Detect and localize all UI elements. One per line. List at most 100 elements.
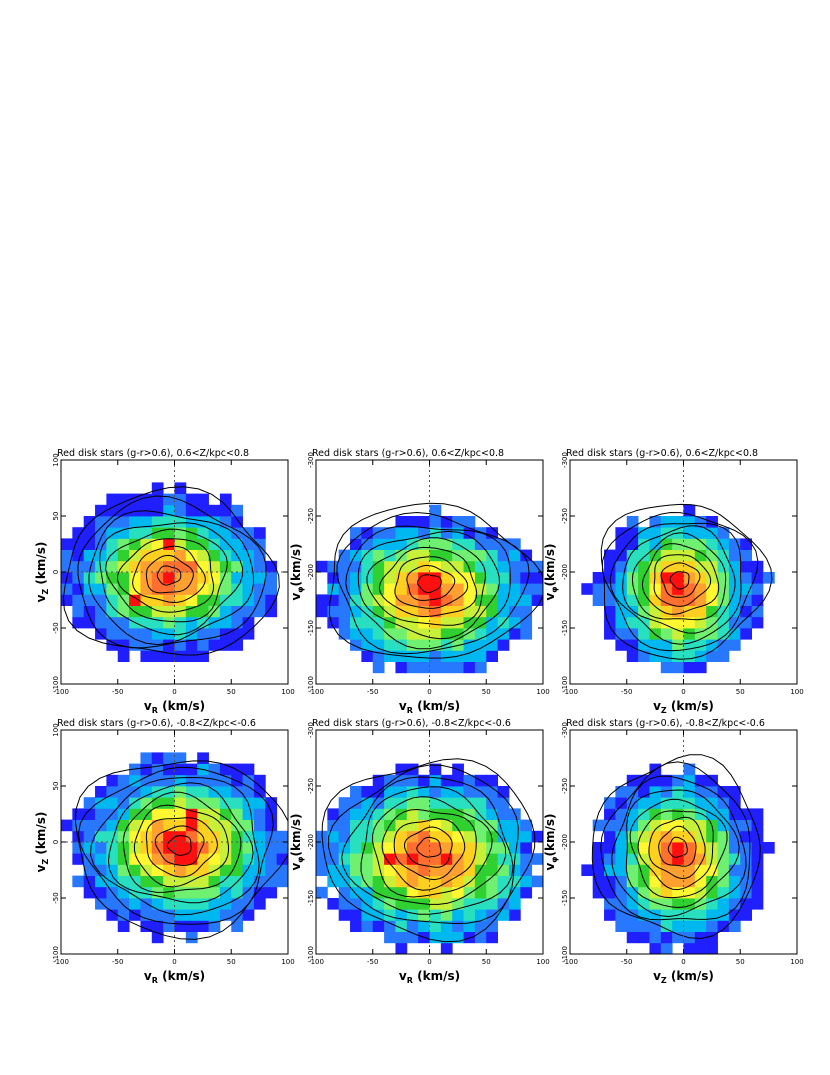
heatmap-cell bbox=[361, 830, 374, 843]
heatmap-cell bbox=[406, 538, 419, 550]
y-tick-label: -250 bbox=[307, 508, 315, 524]
heatmap-cell bbox=[751, 886, 764, 899]
heatmap-cell bbox=[208, 898, 221, 910]
heatmap-cell bbox=[706, 594, 718, 606]
heatmap-cell bbox=[452, 830, 464, 843]
heatmap-cell bbox=[197, 920, 209, 932]
heatmap-cell bbox=[163, 830, 175, 843]
x-tick-label: -50 bbox=[621, 958, 632, 966]
heatmap-cell bbox=[440, 549, 453, 562]
heatmap-cell bbox=[474, 886, 487, 899]
heatmap-cell bbox=[672, 886, 684, 899]
y-tick-label: -250 bbox=[307, 778, 315, 794]
heatmap-cell bbox=[440, 605, 453, 618]
heatmap-cell bbox=[497, 538, 510, 550]
heatmap-cell bbox=[406, 786, 419, 798]
contour-line bbox=[378, 546, 478, 618]
heatmap-cell bbox=[384, 572, 396, 584]
heatmap-cell bbox=[694, 516, 707, 528]
heatmap-cell bbox=[231, 639, 243, 651]
contour-line bbox=[403, 826, 453, 868]
heatmap-cell bbox=[740, 808, 752, 820]
heatmap-cell bbox=[253, 605, 266, 618]
heatmap-cell bbox=[486, 853, 498, 865]
heatmap-cell bbox=[151, 830, 164, 843]
heatmap-cell bbox=[626, 538, 639, 550]
heatmap-cell bbox=[649, 864, 662, 876]
heatmap-cell bbox=[418, 639, 430, 651]
heatmap-cell bbox=[83, 797, 96, 809]
x-tick-label: 0 bbox=[427, 688, 431, 696]
heatmap-cell bbox=[463, 549, 476, 562]
heatmap-cell bbox=[406, 819, 419, 832]
y-tick-label: -150 bbox=[561, 890, 569, 906]
contour-line bbox=[74, 760, 288, 940]
heatmap-cell bbox=[672, 661, 684, 674]
heatmap-cell bbox=[751, 875, 764, 888]
heatmap-cell bbox=[626, 650, 639, 662]
heatmap-cell bbox=[418, 830, 430, 843]
heatmap-cell bbox=[660, 875, 673, 888]
heatmap-cell bbox=[429, 639, 442, 651]
heatmap-cell bbox=[95, 886, 107, 899]
heatmap-cell bbox=[197, 560, 209, 573]
heatmap-cell bbox=[151, 853, 164, 865]
heatmap-cell bbox=[660, 864, 673, 876]
contour-line bbox=[631, 532, 727, 621]
heatmap-cell bbox=[440, 842, 453, 854]
heatmap-cell bbox=[185, 875, 198, 888]
heatmap-cell bbox=[531, 594, 543, 606]
heatmap-cell bbox=[694, 560, 707, 573]
heatmap-cell bbox=[626, 560, 639, 573]
heatmap-cell bbox=[508, 572, 521, 584]
heatmap-cell bbox=[163, 516, 175, 528]
heatmap-cell bbox=[372, 527, 385, 539]
heatmap-cell bbox=[649, 538, 662, 550]
heatmap-cell bbox=[615, 583, 628, 595]
heatmap-cell bbox=[151, 538, 164, 550]
y-tick-label: -250 bbox=[561, 778, 569, 794]
y-tick-label: -300 bbox=[307, 452, 315, 468]
heatmap-cell bbox=[151, 920, 164, 932]
heatmap-cell bbox=[660, 909, 673, 921]
y-tick-label: 50 bbox=[52, 512, 60, 521]
heatmap-cell bbox=[429, 920, 442, 932]
heatmap-cell bbox=[231, 628, 243, 640]
heatmap-cell bbox=[406, 909, 419, 921]
heatmap-cell bbox=[117, 538, 130, 550]
heatmap-cell bbox=[163, 819, 175, 832]
heatmap-cell bbox=[683, 898, 696, 910]
heatmap-cell bbox=[151, 549, 164, 562]
heatmap-cell bbox=[231, 797, 243, 809]
heatmap-cell bbox=[406, 774, 419, 787]
heatmap-cell bbox=[694, 898, 707, 910]
x-tick-label: 100 bbox=[281, 688, 294, 696]
x-axis-label: vZ (km/s) bbox=[653, 699, 714, 715]
heatmap-cell bbox=[338, 909, 351, 921]
x-axis-label: vZ (km/s) bbox=[653, 969, 714, 985]
heatmap-cell bbox=[106, 605, 119, 618]
heatmap-cell bbox=[520, 605, 533, 618]
heatmap-cell bbox=[174, 516, 187, 528]
heatmap-cell bbox=[384, 605, 396, 618]
heatmap-cell bbox=[372, 909, 385, 921]
heatmap-cell bbox=[197, 605, 209, 618]
heatmap-cell bbox=[717, 549, 730, 562]
heatmap-cell bbox=[197, 527, 209, 539]
heatmap-cell bbox=[751, 842, 764, 854]
heatmap-cell bbox=[208, 774, 221, 787]
heatmap-cell bbox=[615, 594, 628, 606]
heatmap-cell bbox=[163, 898, 175, 910]
heatmap-cell bbox=[418, 516, 430, 528]
contour-line bbox=[625, 789, 740, 909]
heatmap-cell bbox=[140, 594, 153, 606]
heatmap-cell bbox=[452, 875, 464, 888]
contour-line bbox=[611, 775, 747, 918]
heatmap-cell bbox=[626, 864, 639, 876]
heatmap-cell bbox=[683, 819, 696, 832]
heatmap-cell bbox=[72, 538, 85, 550]
heatmap-cell bbox=[117, 797, 130, 809]
heatmap-cell bbox=[208, 538, 221, 550]
heatmap-cell bbox=[649, 549, 662, 562]
